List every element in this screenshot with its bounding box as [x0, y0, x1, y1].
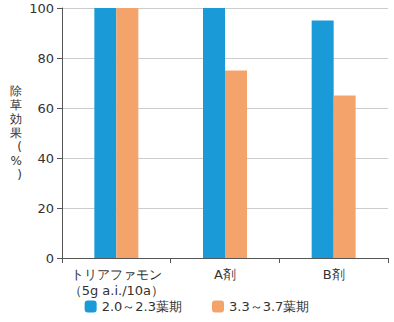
svg-text:40: 40: [37, 151, 54, 166]
svg-text:果: 果: [10, 126, 22, 140]
svg-text:60: 60: [37, 101, 54, 116]
svg-text:（5g a.i./10a）: （5g a.i./10a）: [69, 283, 164, 298]
svg-text:除: 除: [10, 84, 22, 98]
svg-text:A剤: A剤: [214, 267, 236, 282]
svg-text:2.0～2.3葉期: 2.0～2.3葉期: [102, 299, 182, 314]
svg-text:): ): [17, 168, 22, 182]
svg-text:B剤: B剤: [323, 267, 345, 282]
svg-text:(: (: [17, 140, 22, 154]
svg-text:トリアファモン: トリアファモン: [71, 267, 162, 282]
svg-text:0: 0: [46, 251, 54, 266]
svg-text:効: 効: [10, 112, 22, 126]
svg-text:80: 80: [37, 51, 54, 66]
svg-text:3.3～3.7葉期: 3.3～3.7葉期: [229, 299, 309, 314]
svg-text:%: %: [11, 154, 22, 168]
svg-text:20: 20: [37, 201, 54, 216]
svg-text:100: 100: [29, 1, 54, 16]
svg-text:草: 草: [10, 98, 22, 112]
